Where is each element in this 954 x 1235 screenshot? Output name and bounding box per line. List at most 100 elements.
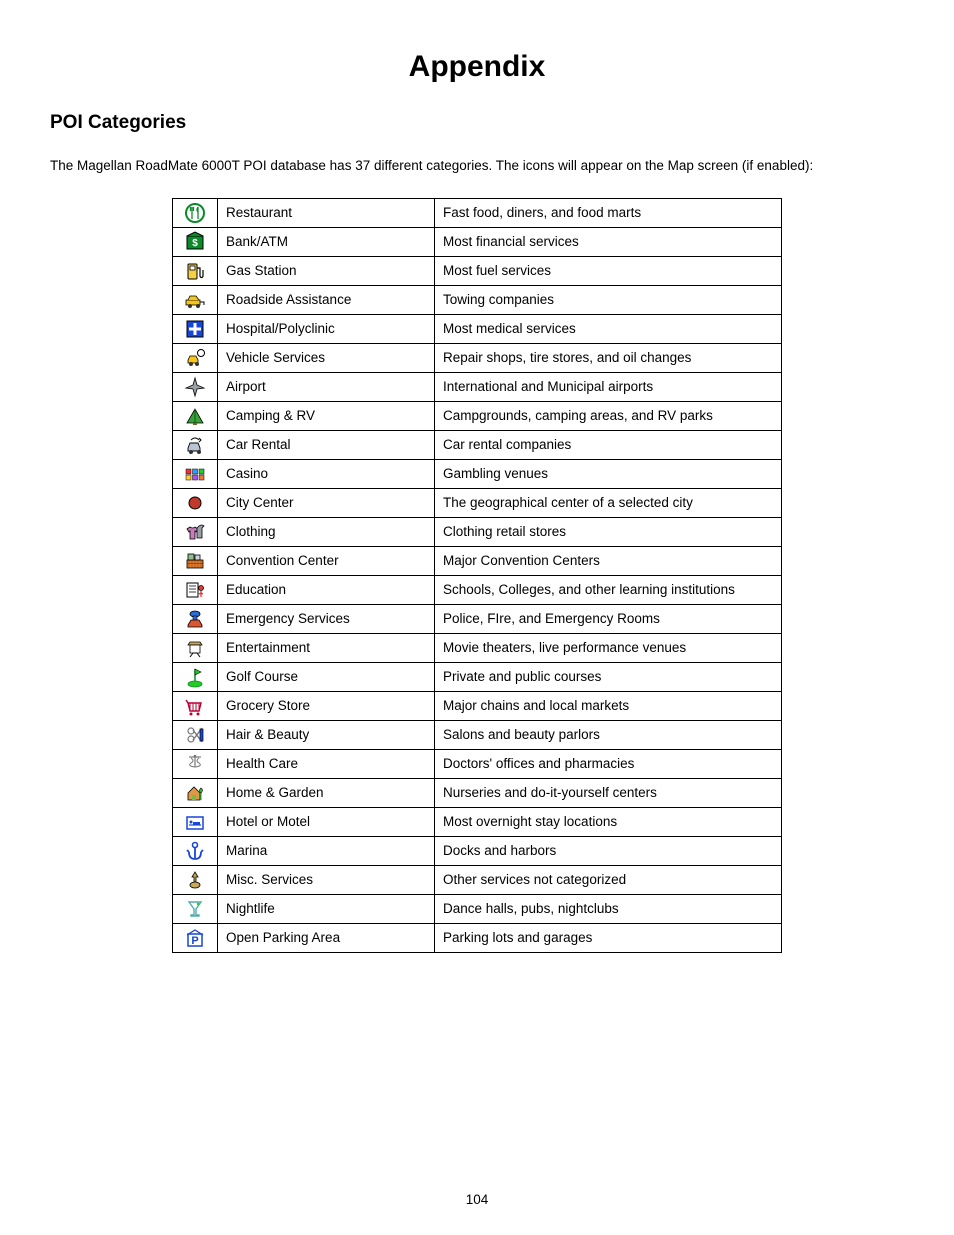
category-cell: Hospital/Polyclinic — [218, 314, 435, 343]
description-cell: Major chains and local markets — [435, 691, 782, 720]
category-cell: Bank/ATM — [218, 227, 435, 256]
svg-text:P: P — [191, 935, 198, 947]
description-cell: Campgrounds, camping areas, and RV parks — [435, 401, 782, 430]
category-cell: Health Care — [218, 749, 435, 778]
table-row: Hotel or MotelMost overnight stay locati… — [173, 807, 782, 836]
table-row: Camping & RVCampgrounds, camping areas, … — [173, 401, 782, 430]
svg-text:$: $ — [192, 238, 198, 249]
grocery-icon — [173, 691, 218, 720]
homegarden-icon — [173, 778, 218, 807]
category-cell: Grocery Store — [218, 691, 435, 720]
category-cell: Emergency Services — [218, 604, 435, 633]
table-row: Vehicle ServicesRepair shops, tire store… — [173, 343, 782, 372]
description-cell: International and Municipal airports — [435, 372, 782, 401]
table-row: ClothingClothing retail stores — [173, 517, 782, 546]
casino-icon — [173, 459, 218, 488]
citycenter-icon — [173, 488, 218, 517]
table-row: EntertainmentMovie theaters, live perfor… — [173, 633, 782, 662]
education-icon — [173, 575, 218, 604]
table-row: AirportInternational and Municipal airpo… — [173, 372, 782, 401]
category-cell: Education — [218, 575, 435, 604]
category-cell: Hair & Beauty — [218, 720, 435, 749]
nightlife-icon — [173, 894, 218, 923]
table-row: Hospital/PolyclinicMost medical services — [173, 314, 782, 343]
table-row: Gas StationMost fuel services — [173, 256, 782, 285]
restaurant-icon — [173, 198, 218, 227]
description-cell: Clothing retail stores — [435, 517, 782, 546]
category-cell: Gas Station — [218, 256, 435, 285]
section-heading: POI Categories — [50, 112, 904, 134]
parking-icon: P — [173, 923, 218, 952]
description-cell: Private and public courses — [435, 662, 782, 691]
description-cell: Parking lots and garages — [435, 923, 782, 952]
description-cell: Most overnight stay locations — [435, 807, 782, 836]
page-number: 104 — [0, 1192, 954, 1207]
category-cell: Home & Garden — [218, 778, 435, 807]
airport-icon — [173, 372, 218, 401]
hotel-icon — [173, 807, 218, 836]
description-cell: Docks and harbors — [435, 836, 782, 865]
table-row: Golf CoursePrivate and public courses — [173, 662, 782, 691]
category-cell: Airport — [218, 372, 435, 401]
table-row: Misc. ServicesOther services not categor… — [173, 865, 782, 894]
description-cell: Other services not categorized — [435, 865, 782, 894]
table-row: EducationSchools, Colleges, and other le… — [173, 575, 782, 604]
description-cell: Most fuel services — [435, 256, 782, 285]
table-row: P Open Parking AreaParking lots and garag… — [173, 923, 782, 952]
intro-paragraph: The Magellan RoadMate 6000T POI database… — [50, 156, 904, 176]
description-cell: Doctors' offices and pharmacies — [435, 749, 782, 778]
description-cell: Fast food, diners, and food marts — [435, 198, 782, 227]
emergency-icon — [173, 604, 218, 633]
page-title: Appendix — [50, 50, 904, 84]
description-cell: Movie theaters, live performance venues — [435, 633, 782, 662]
category-cell: Nightlife — [218, 894, 435, 923]
description-cell: Repair shops, tire stores, and oil chang… — [435, 343, 782, 372]
golf-icon — [173, 662, 218, 691]
description-cell: Most medical services — [435, 314, 782, 343]
description-cell: The geographical center of a selected ci… — [435, 488, 782, 517]
table-row: NightlifeDance halls, pubs, nightclubs — [173, 894, 782, 923]
description-cell: Dance halls, pubs, nightclubs — [435, 894, 782, 923]
category-cell: Restaurant — [218, 198, 435, 227]
vehicle-icon — [173, 343, 218, 372]
description-cell: Car rental companies — [435, 430, 782, 459]
table-row: MarinaDocks and harbors — [173, 836, 782, 865]
category-cell: Casino — [218, 459, 435, 488]
healthcare-icon — [173, 749, 218, 778]
category-cell: Convention Center — [218, 546, 435, 575]
hair-icon — [173, 720, 218, 749]
category-cell: City Center — [218, 488, 435, 517]
carrental-icon — [173, 430, 218, 459]
description-cell: Salons and beauty parlors — [435, 720, 782, 749]
description-cell: Major Convention Centers — [435, 546, 782, 575]
category-cell: Misc. Services — [218, 865, 435, 894]
table-row: $Bank/ATMMost financial services — [173, 227, 782, 256]
clothing-icon — [173, 517, 218, 546]
description-cell: Schools, Colleges, and other learning in… — [435, 575, 782, 604]
table-row: CasinoGambling venues — [173, 459, 782, 488]
category-cell: Roadside Assistance — [218, 285, 435, 314]
gas-icon — [173, 256, 218, 285]
entertainment-icon — [173, 633, 218, 662]
bank-icon: $ — [173, 227, 218, 256]
table-row: Home & GardenNurseries and do-it-yoursel… — [173, 778, 782, 807]
category-cell: Open Parking Area — [218, 923, 435, 952]
marina-icon — [173, 836, 218, 865]
camping-icon — [173, 401, 218, 430]
description-cell: Nurseries and do-it-yourself centers — [435, 778, 782, 807]
description-cell: Towing companies — [435, 285, 782, 314]
table-row: Grocery StoreMajor chains and local mark… — [173, 691, 782, 720]
category-cell: Hotel or Motel — [218, 807, 435, 836]
category-cell: Camping & RV — [218, 401, 435, 430]
table-row: Health CareDoctors' offices and pharmaci… — [173, 749, 782, 778]
misc-icon — [173, 865, 218, 894]
category-cell: Vehicle Services — [218, 343, 435, 372]
category-cell: Clothing — [218, 517, 435, 546]
table-row: Hair & BeautySalons and beauty parlors — [173, 720, 782, 749]
category-cell: Golf Course — [218, 662, 435, 691]
category-cell: Marina — [218, 836, 435, 865]
table-row: City CenterThe geographical center of a … — [173, 488, 782, 517]
table-row: Car RentalCar rental companies — [173, 430, 782, 459]
convention-icon — [173, 546, 218, 575]
hospital-icon — [173, 314, 218, 343]
